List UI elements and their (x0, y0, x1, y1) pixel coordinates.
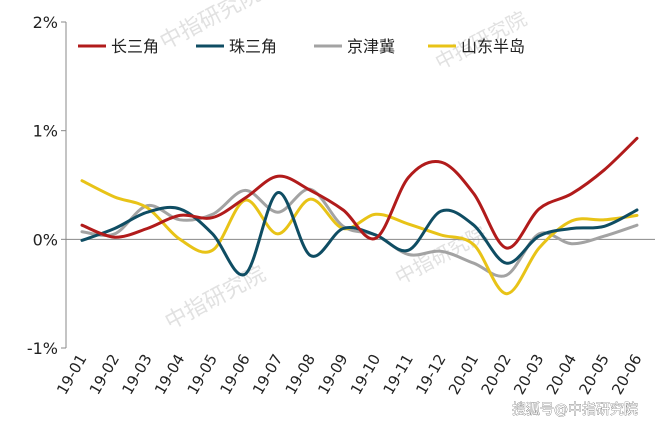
x-tick-label: 19-06 (216, 351, 253, 398)
series-lines (80, 136, 639, 296)
x-tick-label: 19-04 (151, 351, 188, 398)
x-tick-label: 20-04 (543, 351, 580, 398)
legend-label: 长三角 (111, 37, 159, 56)
legend-label: 京津冀 (347, 37, 395, 56)
y-axis-ticks: 2% 1% 0% -1% (27, 13, 58, 358)
x-tick-label: 19-12 (412, 351, 449, 398)
y-tick-label: -1% (27, 339, 58, 358)
legend-label: 山东半岛 (461, 37, 525, 56)
watermark-text: 中指研究院 (391, 221, 491, 289)
y-tick-label: 1% (33, 122, 58, 141)
y-tick-label: 2% (33, 13, 58, 32)
x-tick-label: 20-03 (510, 351, 547, 398)
series-line (80, 187, 639, 278)
legend: 长三角 珠三角 京津冀 山东半岛 (78, 37, 525, 56)
x-tick-label: 19-07 (249, 351, 286, 398)
y-tick-label: 0% (33, 230, 58, 249)
legend-label: 珠三角 (229, 37, 277, 56)
x-tick-label: 19-11 (380, 351, 417, 398)
x-tick-label: 20-06 (608, 351, 645, 398)
axes (61, 21, 655, 349)
series-line (80, 179, 639, 296)
x-tick-label: 20-01 (445, 351, 482, 398)
x-tick-label: 19-08 (282, 351, 319, 398)
x-tick-label: 19-09 (314, 351, 351, 398)
x-tick-label: 19-05 (184, 351, 221, 398)
x-axis-ticks: 19-0119-0219-0319-0419-0519-0619-0719-08… (53, 351, 645, 398)
x-tick-label: 19-02 (86, 351, 123, 398)
source-label: 搜狐号@中指研究院 (512, 402, 638, 418)
x-tick-label: 19-03 (118, 351, 155, 398)
x-tick-label: 20-05 (575, 351, 612, 398)
series-line (80, 191, 639, 277)
x-tick-label: 19-10 (347, 351, 384, 398)
x-tick-label: 20-02 (477, 351, 514, 398)
series-line (80, 136, 639, 250)
watermark-text: 中指研究院 (161, 262, 270, 336)
x-tick-label: 19-01 (53, 351, 90, 398)
